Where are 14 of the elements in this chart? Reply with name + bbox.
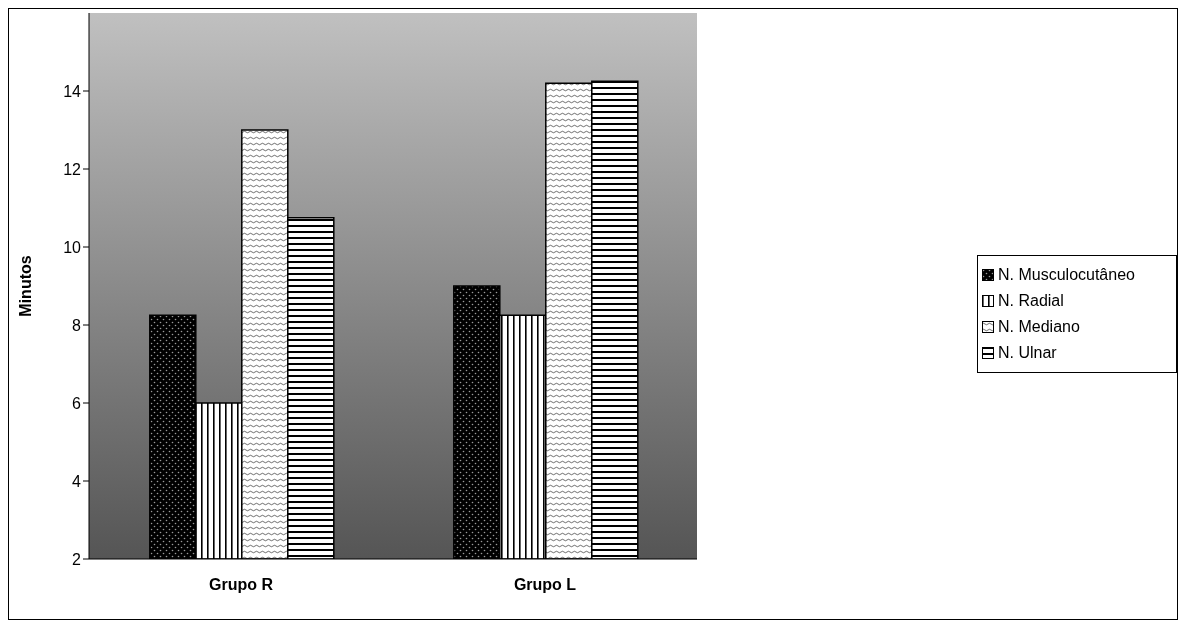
y-tick-label: 8 — [72, 316, 82, 334]
y-tick-label: 6 — [72, 394, 82, 412]
y-tick-label: 2 — [72, 550, 82, 568]
y-tick-label: 12 — [63, 160, 82, 178]
legend-label: N. Radial — [998, 292, 1064, 310]
legend-label: N. Musculocutâneo — [998, 266, 1135, 284]
legend-label: N. Mediano — [998, 318, 1080, 336]
y-tick-label: 14 — [63, 82, 82, 100]
y-tick-label: 10 — [63, 238, 82, 256]
legend-label: N. Ulnar — [998, 344, 1057, 362]
x-tick-label: Grupo L — [513, 576, 577, 594]
x-tick-label: Grupo R — [209, 576, 274, 594]
y-axis-title: Minutos — [16, 255, 34, 317]
y-tick-label: 4 — [72, 472, 82, 490]
